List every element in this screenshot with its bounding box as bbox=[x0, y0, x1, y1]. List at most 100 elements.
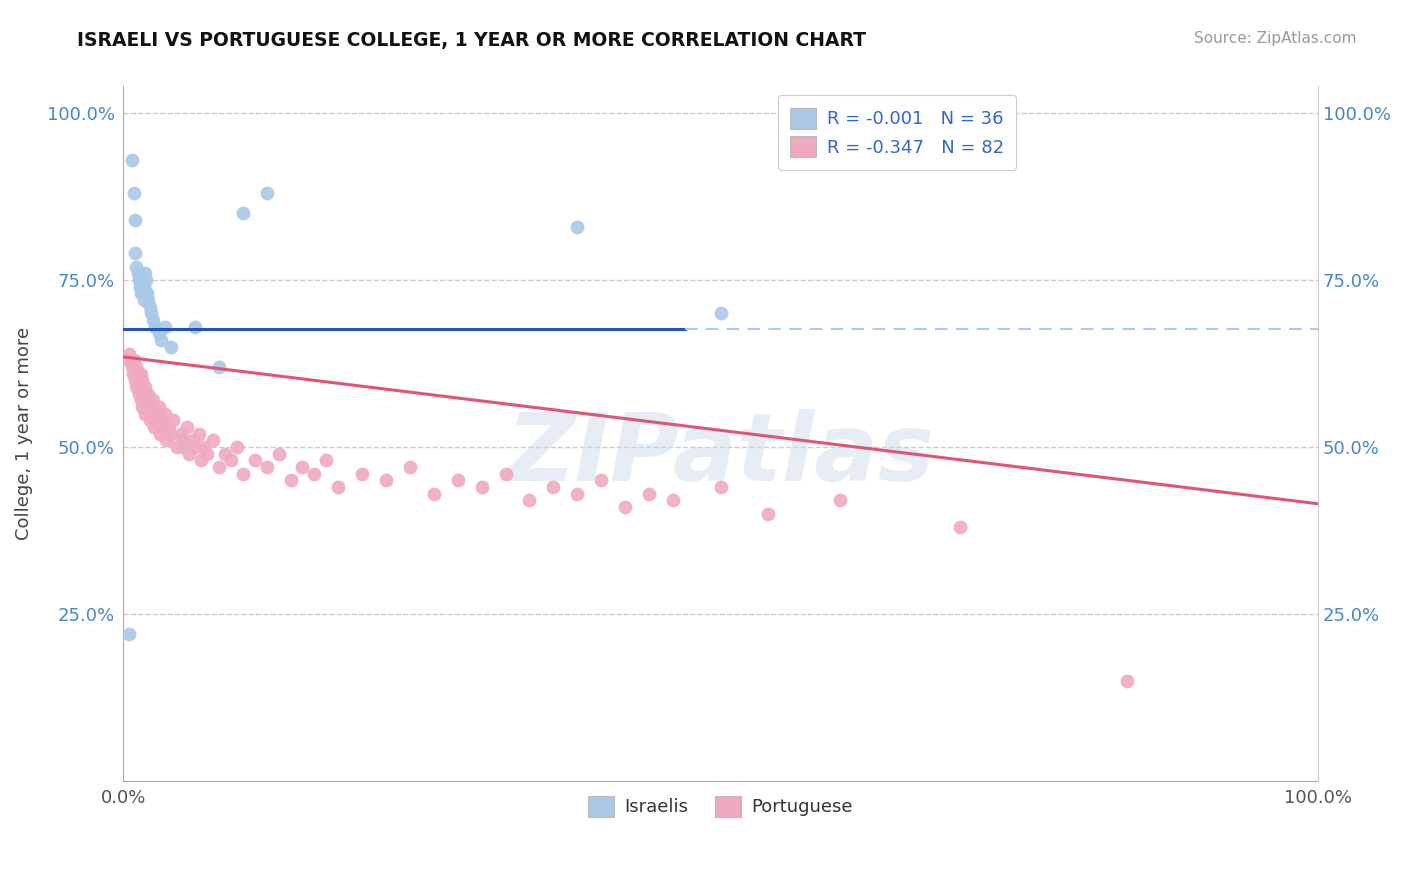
Point bbox=[128, 266, 150, 280]
Point bbox=[172, 434, 194, 448]
Point bbox=[638, 487, 661, 501]
Point bbox=[208, 460, 231, 475]
Point bbox=[162, 413, 184, 427]
Text: Source: ZipAtlas.com: Source: ZipAtlas.com bbox=[1194, 31, 1357, 46]
Point bbox=[129, 279, 152, 293]
Point bbox=[118, 346, 141, 360]
Point bbox=[125, 380, 148, 394]
Point bbox=[143, 420, 166, 434]
Point bbox=[152, 420, 174, 434]
Point bbox=[131, 273, 153, 287]
Point bbox=[243, 453, 266, 467]
Point bbox=[118, 627, 141, 641]
Point bbox=[135, 273, 157, 287]
Point bbox=[135, 393, 157, 408]
Point bbox=[121, 359, 143, 374]
Point bbox=[328, 480, 350, 494]
Point bbox=[121, 153, 143, 167]
Point bbox=[128, 386, 150, 401]
Point bbox=[136, 386, 159, 401]
Point bbox=[169, 426, 191, 441]
Point bbox=[280, 474, 302, 488]
Point bbox=[125, 260, 148, 274]
Point bbox=[375, 474, 398, 488]
Point bbox=[315, 453, 337, 467]
Point bbox=[134, 407, 156, 421]
Point bbox=[193, 440, 215, 454]
Point bbox=[148, 400, 170, 414]
Point bbox=[291, 460, 314, 475]
Point bbox=[153, 319, 176, 334]
Point bbox=[208, 359, 231, 374]
Point bbox=[267, 447, 290, 461]
Point bbox=[149, 426, 172, 441]
Point bbox=[145, 407, 167, 421]
Point bbox=[519, 493, 541, 508]
Point bbox=[256, 186, 278, 201]
Point bbox=[195, 447, 218, 461]
Point bbox=[184, 319, 207, 334]
Point bbox=[129, 393, 152, 408]
Point bbox=[121, 367, 143, 381]
Point bbox=[129, 279, 152, 293]
Legend: Israelis, Portuguese: Israelis, Portuguese bbox=[581, 789, 860, 824]
Point bbox=[134, 286, 156, 301]
Point bbox=[160, 426, 183, 441]
Point bbox=[139, 400, 162, 414]
Point bbox=[145, 319, 167, 334]
Point bbox=[181, 434, 204, 448]
Point bbox=[128, 273, 150, 287]
Point bbox=[219, 453, 242, 467]
Text: ISRAELI VS PORTUGUESE COLLEGE, 1 YEAR OR MORE CORRELATION CHART: ISRAELI VS PORTUGUESE COLLEGE, 1 YEAR OR… bbox=[77, 31, 866, 50]
Point bbox=[136, 400, 159, 414]
Point bbox=[127, 266, 149, 280]
Point bbox=[131, 286, 153, 301]
Point bbox=[139, 306, 162, 320]
Point bbox=[614, 500, 637, 515]
Point bbox=[304, 467, 326, 481]
Point bbox=[150, 333, 173, 347]
Point bbox=[184, 440, 207, 454]
Point bbox=[830, 493, 852, 508]
Point bbox=[232, 467, 254, 481]
Point bbox=[710, 306, 733, 320]
Point bbox=[160, 340, 183, 354]
Point bbox=[710, 480, 733, 494]
Point bbox=[543, 480, 565, 494]
Point bbox=[132, 279, 155, 293]
Point bbox=[128, 373, 150, 387]
Point bbox=[124, 213, 146, 227]
Point bbox=[142, 393, 165, 408]
Point bbox=[177, 447, 200, 461]
Point bbox=[122, 353, 145, 368]
Point bbox=[423, 487, 446, 501]
Point bbox=[150, 413, 173, 427]
Point bbox=[157, 420, 180, 434]
Point bbox=[949, 520, 972, 534]
Point bbox=[662, 493, 685, 508]
Point bbox=[129, 380, 152, 394]
Y-axis label: College, 1 year or more: College, 1 year or more bbox=[15, 327, 32, 541]
Point bbox=[138, 413, 160, 427]
Point bbox=[166, 440, 188, 454]
Point bbox=[134, 266, 156, 280]
Point bbox=[190, 453, 212, 467]
Point bbox=[132, 386, 155, 401]
Point bbox=[129, 286, 152, 301]
Point bbox=[141, 407, 163, 421]
Point bbox=[591, 474, 613, 488]
Point bbox=[172, 440, 194, 454]
Point bbox=[129, 367, 152, 381]
Point bbox=[567, 487, 589, 501]
Point bbox=[136, 293, 159, 307]
Point bbox=[352, 467, 374, 481]
Point bbox=[153, 407, 176, 421]
Point bbox=[125, 359, 148, 374]
Text: ZIPatlas: ZIPatlas bbox=[506, 409, 935, 500]
Point bbox=[124, 246, 146, 260]
Point bbox=[187, 426, 209, 441]
Point bbox=[134, 380, 156, 394]
Point bbox=[145, 413, 167, 427]
Point bbox=[201, 434, 224, 448]
Point bbox=[447, 474, 470, 488]
